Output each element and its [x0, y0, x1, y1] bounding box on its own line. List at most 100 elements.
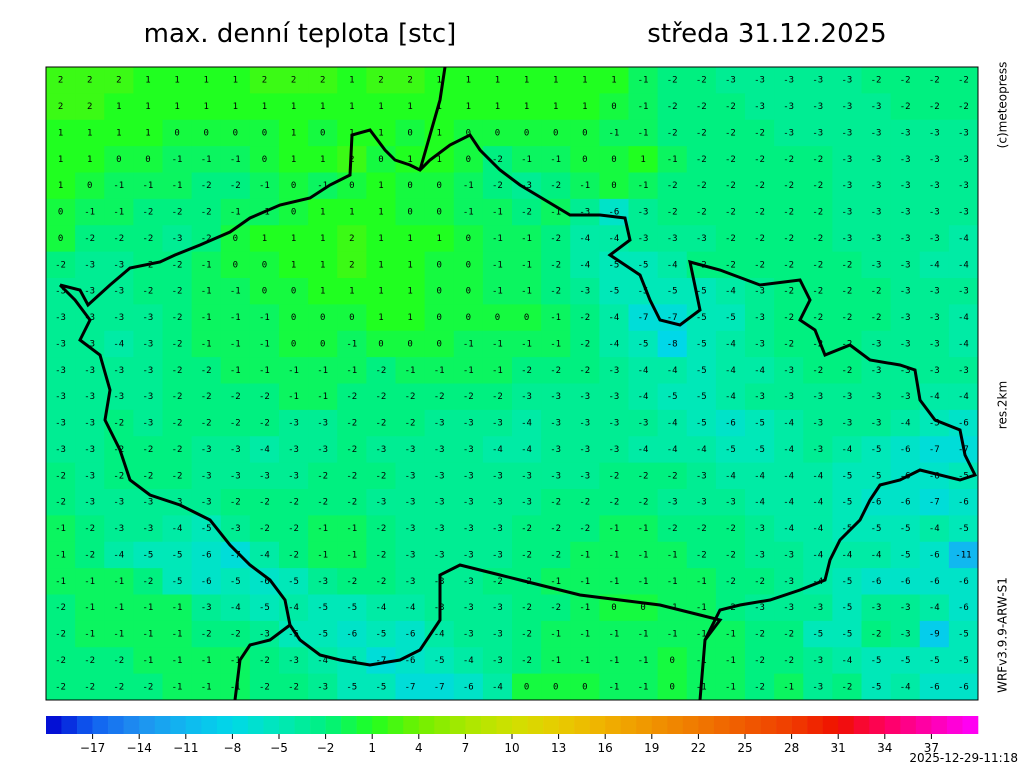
field-value: -3 — [754, 76, 765, 86]
field-cell — [453, 620, 484, 648]
field-cell — [279, 93, 309, 121]
borders — [58, 66, 978, 701]
colorbar-segment — [869, 716, 886, 734]
field-value: -1 — [230, 155, 241, 165]
field-cell — [46, 67, 76, 94]
field-value: 1 — [524, 76, 529, 86]
field-cell — [541, 620, 571, 648]
field-cell — [890, 620, 921, 648]
colorbar-segment — [962, 716, 979, 734]
field-value: -4 — [754, 498, 765, 508]
field-cell — [191, 383, 222, 411]
field-cell — [861, 409, 892, 437]
field-cell — [512, 647, 542, 675]
field-cell — [46, 278, 76, 305]
field-value: -4 — [929, 603, 940, 613]
field-cell — [745, 225, 775, 253]
field-value: -2 — [842, 287, 853, 297]
colorbar-tick-label: 1 — [368, 741, 376, 755]
field-value: -3 — [783, 76, 794, 86]
field-cell — [308, 620, 338, 648]
field-cell — [308, 541, 338, 569]
colorbar-segment — [108, 716, 124, 734]
field-value: -3 — [55, 445, 66, 455]
field-value: -6 — [609, 208, 620, 218]
field-cell — [686, 436, 717, 464]
field-cell — [75, 489, 105, 516]
field-value: 1 — [320, 208, 325, 218]
field-value: -3 — [405, 498, 416, 508]
field-value: -1 — [638, 128, 649, 138]
field-cell — [249, 172, 280, 200]
field-value: -2 — [871, 313, 882, 323]
field-cell — [919, 541, 950, 569]
field-value: -3 — [55, 313, 66, 323]
map-frame — [45, 66, 979, 701]
field-value: -1 — [201, 155, 212, 165]
field-value: 0 — [611, 155, 616, 165]
field-cell — [570, 198, 600, 226]
field-value: -3 — [900, 366, 911, 376]
field-value: 0 — [669, 682, 674, 692]
field-cell — [628, 436, 659, 464]
field-value: -3 — [492, 419, 503, 429]
field-value: -4 — [783, 524, 794, 534]
field-value: -4 — [288, 603, 299, 613]
field-cell — [948, 673, 979, 701]
field-cell — [948, 119, 979, 147]
field-cell — [628, 67, 659, 94]
field-cell — [279, 568, 309, 595]
field-cell — [861, 568, 892, 595]
field-value: 1 — [349, 102, 354, 112]
field-value: 0 — [407, 128, 412, 138]
field-cell — [191, 594, 222, 622]
field-value: -2 — [929, 102, 940, 112]
field-value: -2 — [550, 234, 561, 244]
field-cell — [803, 489, 833, 516]
field-value: -7 — [434, 682, 445, 692]
field-cell — [890, 67, 921, 94]
field-cell — [220, 489, 251, 516]
field-cell — [599, 198, 629, 226]
field-value: 1 — [349, 208, 354, 218]
field-cell — [599, 146, 629, 173]
field-cell — [191, 198, 222, 226]
field-cell — [570, 225, 600, 253]
field-value: -2 — [492, 181, 503, 191]
field-value: 0 — [640, 603, 645, 613]
field-value: -2 — [172, 287, 183, 297]
field-value: -3 — [201, 445, 212, 455]
field-value: -4 — [754, 366, 765, 376]
field-cell — [715, 541, 746, 569]
field-value: -1 — [346, 524, 357, 534]
field-value: -2 — [725, 577, 736, 587]
field-value: -4 — [492, 445, 503, 455]
field-value: -1 — [230, 313, 241, 323]
field-value: -5 — [900, 550, 911, 560]
field-cell — [599, 278, 629, 305]
field-value: -3 — [754, 524, 765, 534]
field-cell — [803, 383, 833, 411]
field-cell — [366, 330, 396, 358]
field-value: -2 — [812, 287, 823, 297]
field-cell — [832, 225, 862, 253]
field-value: 0 — [553, 128, 558, 138]
field-cell — [46, 515, 76, 543]
field-cell — [774, 198, 804, 226]
field-cell — [424, 515, 455, 543]
field-value: -3 — [958, 155, 969, 165]
field-cell — [919, 119, 950, 147]
field-value: 0 — [407, 181, 412, 191]
colorbar-tick-label: −2 — [317, 741, 335, 755]
field-cell — [191, 541, 222, 569]
field-value: -3 — [609, 445, 620, 455]
colorbar-segment — [946, 716, 963, 734]
field-value: -2 — [201, 419, 212, 429]
field-value: -2 — [958, 102, 969, 112]
field-cell — [541, 251, 571, 279]
field-cell — [308, 251, 338, 279]
field-value: -2 — [783, 208, 794, 218]
field-cell — [861, 93, 892, 121]
colorbar-segment — [589, 716, 606, 734]
field-value: -2 — [550, 498, 561, 508]
